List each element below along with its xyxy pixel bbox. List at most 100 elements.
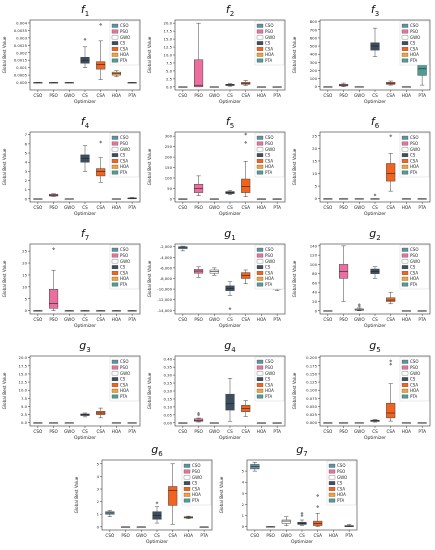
y-tick-label: 0.0035 xyxy=(14,28,28,33)
legend-label: CSO xyxy=(410,247,418,252)
y-tick-label: 300 xyxy=(310,60,318,65)
legend-label: CSA xyxy=(410,158,418,163)
legend-swatch xyxy=(183,487,191,491)
x-tick-label: GWO xyxy=(354,429,365,434)
x-tick-label: CSO xyxy=(178,93,188,98)
box-cso xyxy=(178,86,188,88)
box-cso xyxy=(323,198,333,200)
x-tick-label: CSA xyxy=(386,93,395,98)
chart-title: g2 xyxy=(369,227,380,242)
legend-swatch xyxy=(401,388,409,393)
box-pta xyxy=(272,198,282,200)
legend-swatch xyxy=(111,52,119,57)
legend-label: PTA xyxy=(410,170,418,175)
box-cso xyxy=(178,422,188,424)
y-tick-label: -14,000 xyxy=(157,308,172,313)
legend-label: CSO xyxy=(120,135,128,140)
box-gwo xyxy=(209,267,219,276)
box-body xyxy=(386,297,396,302)
y-tick-label: 7 xyxy=(25,132,28,137)
legend-label: GWO xyxy=(410,147,420,152)
y-tick-label: 0.002 xyxy=(16,50,27,55)
legend-swatch xyxy=(401,141,409,146)
chart-title-sub: 1 xyxy=(85,10,89,18)
chart-title: f3 xyxy=(371,3,379,18)
box-hoa xyxy=(401,86,412,88)
box-gwo xyxy=(136,526,146,528)
legend-swatch xyxy=(183,492,191,497)
box-hoa xyxy=(111,70,121,77)
chart-title: g4 xyxy=(224,339,236,354)
x-tick-label: HOA xyxy=(112,317,121,322)
x-tick-label: PTA xyxy=(273,317,281,322)
x-tick-label: CS xyxy=(372,429,378,434)
legend-label: CS xyxy=(410,377,416,382)
legend-swatch xyxy=(256,23,264,28)
legend-swatch xyxy=(256,271,264,275)
legend-swatch xyxy=(401,377,409,382)
legend-swatch xyxy=(401,271,409,275)
legend-label: CSO xyxy=(410,23,418,28)
y-tick-label: -2,000 xyxy=(160,244,173,249)
y-tick-label: 200 xyxy=(310,68,318,73)
chart-title-sub: 6 xyxy=(158,450,163,458)
box-pso xyxy=(339,198,349,200)
legend-label: CSA xyxy=(410,382,418,387)
x-tick-label: CSO xyxy=(323,205,333,210)
y-axis-label: Global Best Value xyxy=(292,148,297,185)
box-cso xyxy=(178,245,188,252)
y-tick-label: -8,000 xyxy=(160,276,173,281)
legend-label: GWO xyxy=(120,147,130,152)
y-tick-label: 0.100 xyxy=(306,388,317,393)
y-tick-label: 0.35 xyxy=(164,365,173,370)
box-body xyxy=(241,82,251,85)
chart-panel: g1 -2,000 -4,000 -6,000 -8,000 -10,000 -12,000… xyxy=(147,227,286,329)
x-tick-label: CS xyxy=(299,533,305,538)
box-cso xyxy=(33,422,43,424)
legend-label: HOA xyxy=(192,492,201,497)
y-axis-label: Global Best Value xyxy=(219,476,224,513)
box-csa xyxy=(96,22,106,80)
y-tick-label: 0.0 xyxy=(166,84,173,89)
x-axis-label: Optimizer xyxy=(219,99,241,105)
box-hoa xyxy=(111,422,121,424)
y-tick-label: 7.5 xyxy=(166,60,173,65)
x-tick-label: CSO xyxy=(323,317,333,322)
y-tick-label: 20 xyxy=(22,261,27,266)
legend-swatch xyxy=(401,35,409,40)
legend-label: GWO xyxy=(410,371,420,376)
legend-swatch xyxy=(111,58,119,63)
outlier-point xyxy=(52,247,56,251)
legend-swatch xyxy=(256,58,264,63)
legend-label: CS xyxy=(192,481,198,486)
legend-swatch xyxy=(256,29,264,34)
legend-swatch xyxy=(401,58,409,63)
chart-title-sub: 7 xyxy=(85,234,89,242)
x-tick-label: GWO xyxy=(209,429,220,434)
y-tick-label: 0 xyxy=(242,524,245,529)
legend-label: PSO xyxy=(410,141,418,146)
x-tick-label: HOA xyxy=(257,317,266,322)
x-tick-label: CSA xyxy=(386,205,395,210)
chart-title-base: g xyxy=(369,227,376,240)
x-tick-label: GWO xyxy=(209,205,220,210)
legend-label: CS xyxy=(265,377,271,382)
x-tick-label: PSO xyxy=(49,93,58,98)
outlier-point xyxy=(300,514,304,518)
legend-label: CS xyxy=(120,265,126,270)
x-tick-label: CSO xyxy=(250,533,260,538)
y-tick-label: 120 xyxy=(310,253,318,258)
legend-swatch xyxy=(401,29,409,34)
box-pta xyxy=(417,198,427,200)
x-tick-label: PTA xyxy=(418,317,426,322)
x-tick-label: PSO xyxy=(194,93,203,98)
chart-title-sub: 6 xyxy=(375,122,380,130)
legend-label: PSO xyxy=(410,29,418,34)
legend-label: CSA xyxy=(120,382,128,387)
x-tick-label: HOA xyxy=(257,429,266,434)
legend-label: CSA xyxy=(265,270,273,275)
legend-label: HOA xyxy=(265,276,274,281)
legend-swatch xyxy=(256,170,264,175)
box-cso xyxy=(105,510,115,518)
legend-label: CS xyxy=(337,481,343,486)
